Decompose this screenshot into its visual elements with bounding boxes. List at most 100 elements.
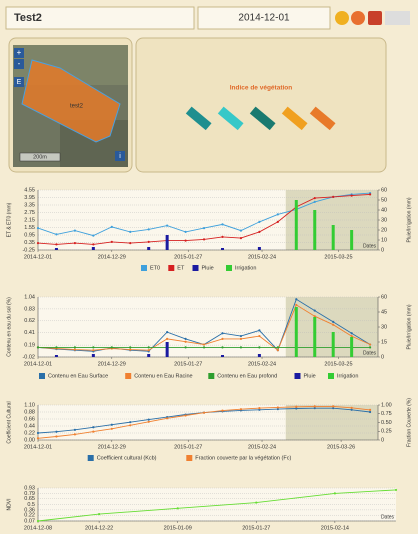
legend-label: ET0 [150,265,160,271]
point [258,329,261,332]
x-tick-label: 2015-03-25 [324,254,352,260]
point [98,512,101,516]
thumbnail[interactable] [309,106,336,131]
point [368,410,372,414]
y-tick-label: 0.19 [24,343,35,349]
icon[interactable] [335,11,349,25]
y2-tick-label: 0 [381,354,384,360]
point [110,427,113,430]
y-tick-label: 1.04 [24,294,35,300]
point [276,408,279,411]
point [184,414,187,417]
bar [294,307,298,357]
legend-label: Contenu en Eau profond [217,373,277,379]
x-tick-label: 2015-01-27 [174,361,202,367]
legend-swatch [125,373,132,379]
scale-label: 200m [33,154,47,160]
y-tick-label: 3.35 [24,202,35,208]
vegetation-thumbnails [185,106,336,131]
point [147,420,150,423]
point [258,408,261,411]
y2-tick-label: 30 [381,324,387,330]
point [313,309,316,312]
x-tick-label: 2015-02-24 [248,254,276,260]
point [295,407,298,410]
legend-label: ET [177,265,185,271]
point [92,346,95,349]
thumbnail[interactable] [281,106,308,131]
highlight-range [285,405,378,440]
x-tick-label: 2015-03-25 [324,361,352,367]
point [73,346,76,349]
point [368,343,372,346]
icon[interactable] [385,11,410,25]
x-tick-label: 2015-01-27 [242,525,270,531]
point [166,417,169,420]
point [221,409,224,412]
point [332,195,335,198]
point [110,240,113,243]
thumbnail[interactable] [217,106,244,131]
y-tick-label: 0.22 [24,513,35,519]
y-tick-label: 1.55 [24,225,35,231]
thumbnail[interactable] [249,106,276,131]
point [176,507,179,510]
point [276,213,279,216]
point [239,337,243,340]
x-tick-label: 2015-02-14 [321,525,349,531]
point [221,346,224,349]
legend-label: Irrigation [235,265,256,271]
legend-label: Fraction couverte par la végétation (Fc) [195,455,291,461]
current-date[interactable]: 2014-12-01 [238,13,290,24]
zoom-out[interactable] [14,59,24,69]
point [55,346,58,349]
parcel[interactable] [21,59,121,143]
layer-button[interactable] [14,77,24,87]
y-tick-label: -0.25 [22,247,35,253]
y2-tick-label: 60 [381,294,387,300]
x-axis-title: Dates [363,350,377,356]
y-tick-label: 4.55 [24,187,35,193]
point [55,233,58,236]
x-tick-label: 2015-01-27 [174,444,202,450]
point [147,349,150,352]
point [184,346,187,349]
series-line [37,489,397,522]
parcel-label: test2 [70,104,84,110]
point [202,238,206,241]
point [73,229,76,232]
point [73,242,76,245]
point [313,405,316,408]
bar [294,200,298,250]
x-tick-label: 2015-02-24 [248,361,276,367]
y-tick-label: 0.41 [24,330,35,336]
x-tick-label: 2014-12-29 [98,254,126,260]
thumbnail[interactable] [185,106,212,131]
point [55,435,58,438]
point [239,346,243,349]
legend-swatch [186,455,193,461]
info-button-label: i [119,153,121,160]
bar [54,355,58,357]
y2-axis-title: Fraction Couverte (%) [406,398,412,447]
point [313,407,316,410]
point [92,234,95,237]
point [295,298,298,301]
point [350,334,353,338]
point [73,428,76,431]
legend-swatch [192,265,199,271]
legend-swatch [39,373,45,379]
icon[interactable] [351,11,365,25]
point [129,421,132,424]
icon[interactable] [368,11,382,25]
point [110,225,113,228]
zoom-in[interactable] [14,48,24,58]
info-button[interactable] [115,151,125,161]
bar [257,354,261,357]
point [202,411,206,414]
point [92,349,95,352]
point [55,430,58,433]
point [36,437,40,440]
point [368,193,372,196]
vegetation-panel [135,37,387,173]
